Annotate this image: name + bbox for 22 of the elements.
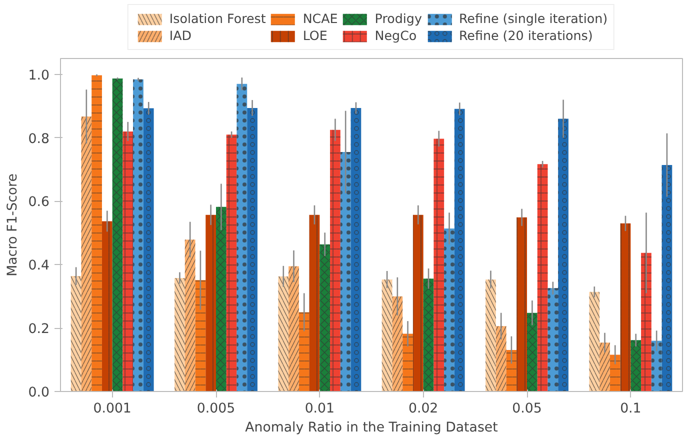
y-tick-label: 0.2 — [28, 322, 50, 338]
x-tick-label: 0.05 — [512, 402, 542, 416]
x-axis-title: Anomaly Ratio in the Training Dataset — [245, 420, 498, 436]
y-tick-label: 0.8 — [28, 132, 50, 147]
legend-label: Isolation Forest — [169, 11, 266, 26]
legend-label: NCAE — [302, 11, 338, 26]
y-axis-title: Macro F1-Score — [5, 174, 20, 276]
y-tick-label: 0.6 — [28, 195, 50, 210]
legend-label: Refine (20 iterations) — [458, 28, 593, 43]
legend-label: LOE — [302, 28, 328, 43]
y-tick-label: 0.4 — [28, 258, 50, 274]
x-tick-label: 0.005 — [196, 402, 236, 416]
y-tick-label: 1.0 — [28, 68, 50, 84]
x-tick-label: 0.02 — [408, 402, 438, 416]
y-tick-label: 0.0 — [28, 386, 50, 400]
legend-label: Refine (single iteration) — [458, 11, 608, 26]
legend-label: IAD — [169, 28, 192, 43]
x-tick-label: 0.001 — [93, 402, 132, 416]
legend-label: Prodigy — [374, 11, 422, 26]
x-tick-label: 0.1 — [620, 402, 642, 416]
legend-label: NegCo — [374, 28, 417, 43]
x-tick-label: 0.01 — [304, 402, 335, 416]
